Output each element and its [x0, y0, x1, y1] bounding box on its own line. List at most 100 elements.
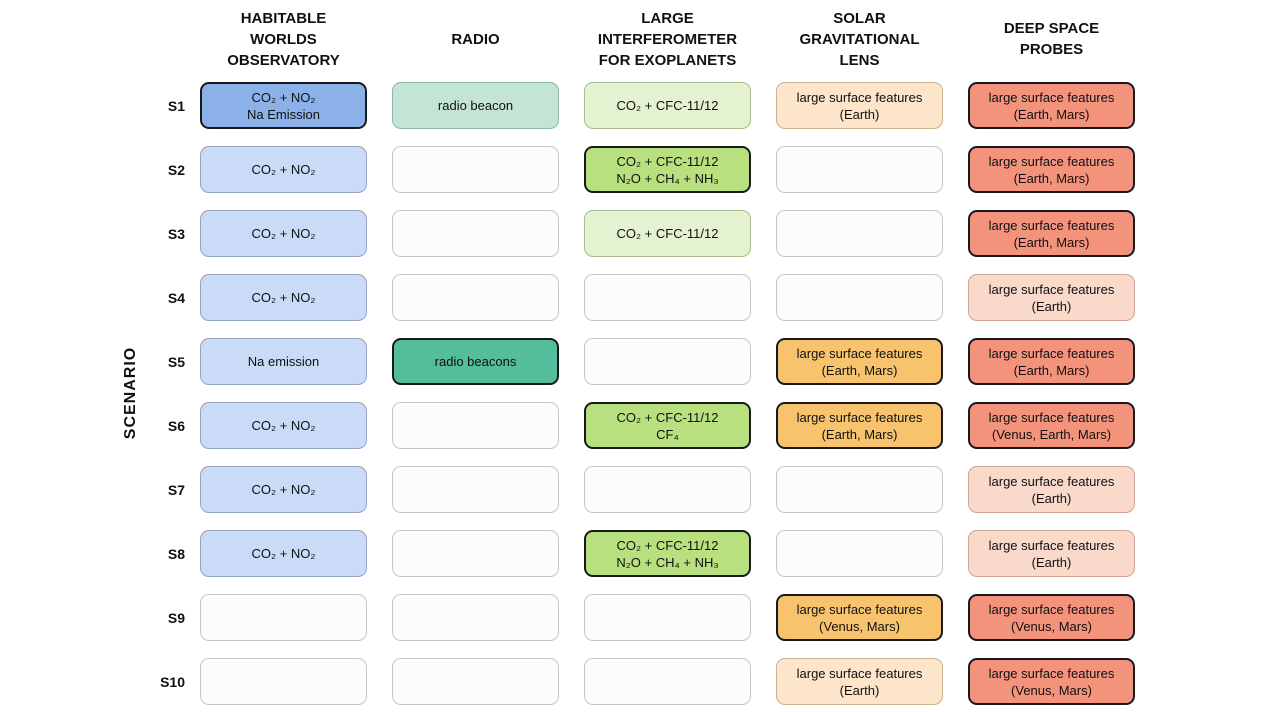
cell-text: (Venus, Earth, Mars) — [991, 426, 1112, 442]
row-label-s4: S4 — [167, 289, 185, 306]
column-header-sgl: SOLAR GRAVITATIONAL LENS — [799, 9, 920, 69]
cell-s3-dsp: large surface features (Earth, Mars) — [968, 210, 1135, 257]
column-header-life: LARGE INTERFEROMETER FOR EXOPLANETS — [597, 9, 738, 69]
cell-text: large surface features — [988, 89, 1115, 105]
cell-s3-life: CO₂ + CFC-11/12 — [584, 210, 751, 257]
cell-s6-radio — [392, 402, 559, 449]
cell-s10-radio — [392, 658, 559, 705]
cell-s8-radio — [392, 530, 559, 577]
cell-text: (Earth, Mars) — [821, 362, 898, 378]
column-headers: HABITABLE WORLDS OBSERVATORY RADIO LARGE INTE… — [200, 2, 1135, 76]
cell-text: (Venus, Mars) — [1011, 682, 1092, 698]
cell-text: large surface features — [988, 473, 1115, 489]
cell-text: Na emission — [247, 354, 320, 369]
cell-text: (Venus, Mars) — [1011, 618, 1092, 634]
cell-text: N₂O + CH₄ + NH₃ — [616, 554, 719, 570]
cell-s3-sgl — [776, 210, 943, 257]
cell-s2-life: CO₂ + CFC-11/12 N₂O + CH₄ + NH₃ — [584, 146, 751, 193]
cell-text: CO₂ + CFC-11/12 — [616, 226, 719, 241]
cell-text: large surface features — [796, 89, 923, 105]
cell-text: large surface features — [988, 665, 1115, 681]
cell-text: (Earth, Mars) — [821, 426, 898, 442]
cell-s9-sgl: large surface features (Venus, Mars) — [776, 594, 943, 641]
cell-text: large surface features — [988, 409, 1115, 425]
row-label-s1: S1 — [167, 97, 185, 114]
column-header-hwo: HABITABLE WORLDS OBSERVATORY — [227, 9, 340, 69]
row-label-s3: S3 — [167, 225, 185, 242]
cell-s7-hwo: CO₂ + NO₂ — [200, 466, 367, 513]
cell-s1-dsp: large surface features (Earth, Mars) — [968, 82, 1135, 129]
cell-s10-dsp: large surface features (Venus, Mars) — [968, 658, 1135, 705]
cell-text: (Earth) — [1031, 554, 1072, 570]
cell-text: large surface features — [988, 281, 1115, 297]
cell-s10-hwo — [200, 658, 367, 705]
cell-text: N₂O + CH₄ + NH₃ — [616, 170, 719, 186]
row-label-s9: S9 — [167, 609, 185, 626]
cell-text: (Earth, Mars) — [1013, 170, 1090, 186]
cell-s5-radio: radio beacons — [392, 338, 559, 385]
cell-s4-radio — [392, 274, 559, 321]
cell-text: (Earth) — [839, 682, 880, 698]
cell-s7-dsp: large surface features (Earth) — [968, 466, 1135, 513]
cell-text: (Earth) — [839, 106, 880, 122]
cell-text: large surface features — [988, 345, 1115, 361]
cell-s1-sgl: large surface features (Earth) — [776, 82, 943, 129]
cell-s4-sgl — [776, 274, 943, 321]
cell-text: CO₂ + NO₂ — [251, 546, 316, 561]
cell-text: CO₂ + CFC-11/12 — [616, 537, 719, 553]
cell-text: (Earth) — [1031, 298, 1072, 314]
cell-text: large surface features — [988, 537, 1115, 553]
cell-text: (Earth, Mars) — [1013, 362, 1090, 378]
row-label-s2: S2 — [167, 161, 185, 178]
cell-text: CO₂ + NO₂ — [251, 418, 316, 433]
cell-text: (Venus, Mars) — [819, 618, 900, 634]
cell-text: CO₂ + CFC-11/12 — [616, 409, 719, 425]
cell-s2-hwo: CO₂ + NO₂ — [200, 146, 367, 193]
cell-s2-sgl — [776, 146, 943, 193]
cell-text: CO₂ + NO₂ — [251, 290, 316, 305]
cell-text: large surface features — [796, 345, 923, 361]
cell-s1-life: CO₂ + CFC-11/12 — [584, 82, 751, 129]
cell-text: CO₂ + NO₂ — [251, 162, 316, 177]
cell-s7-radio — [392, 466, 559, 513]
cell-s10-sgl: large surface features (Earth) — [776, 658, 943, 705]
cell-s6-life: CO₂ + CFC-11/12 CF₄ — [584, 402, 751, 449]
row-label-s7: S7 — [167, 481, 185, 498]
cell-text: (Earth) — [1031, 490, 1072, 506]
cell-s1-radio: radio beacon — [392, 82, 559, 129]
row-label-s5: S5 — [167, 353, 185, 370]
cell-text: radio beacons — [434, 354, 517, 369]
cell-s9-life — [584, 594, 751, 641]
cell-s9-dsp: large surface features (Venus, Mars) — [968, 594, 1135, 641]
cell-s2-dsp: large surface features (Earth, Mars) — [968, 146, 1135, 193]
matrix-cells: CO₂ + NO₂ Na Emission radio beacon CO₂ + CF… — [200, 82, 1135, 705]
cell-text: (Earth, Mars) — [1013, 234, 1090, 250]
cell-text: CO₂ + NO₂ — [251, 482, 316, 497]
cell-s6-dsp: large surface features (Venus, Earth, Mar… — [968, 402, 1135, 449]
cell-s8-dsp: large surface features (Earth) — [968, 530, 1135, 577]
cell-text: CF₄ — [656, 426, 679, 442]
column-header-dsp: DEEP SPACE PROBES — [1003, 20, 1100, 58]
cell-s4-dsp: large surface features (Earth) — [968, 274, 1135, 321]
cell-text: large surface features — [796, 409, 923, 425]
cell-s6-sgl: large surface features (Earth, Mars) — [776, 402, 943, 449]
cell-text: CO₂ + NO₂ — [251, 89, 316, 105]
cell-s5-dsp: large surface features (Earth, Mars) — [968, 338, 1135, 385]
cell-text: large surface features — [988, 217, 1115, 233]
cell-text: radio beacon — [437, 98, 514, 113]
cell-s10-life — [584, 658, 751, 705]
cell-s1-hwo: CO₂ + NO₂ Na Emission — [200, 82, 367, 129]
cell-s9-radio — [392, 594, 559, 641]
row-labels: S1 S2 S3 S4 S5 S6 S7 S8 S9 S10 — [130, 82, 185, 705]
cell-s5-life — [584, 338, 751, 385]
column-header-radio: RADIO — [451, 30, 500, 48]
cell-text: CO₂ + CFC-11/12 — [616, 98, 719, 113]
cell-s5-sgl: large surface features (Earth, Mars) — [776, 338, 943, 385]
cell-s2-radio — [392, 146, 559, 193]
cell-s4-hwo: CO₂ + NO₂ — [200, 274, 367, 321]
cell-s8-life: CO₂ + CFC-11/12 N₂O + CH₄ + NH₃ — [584, 530, 751, 577]
cell-s3-hwo: CO₂ + NO₂ — [200, 210, 367, 257]
row-label-s10: S10 — [160, 673, 185, 690]
cell-text: CO₂ + NO₂ — [251, 226, 316, 241]
